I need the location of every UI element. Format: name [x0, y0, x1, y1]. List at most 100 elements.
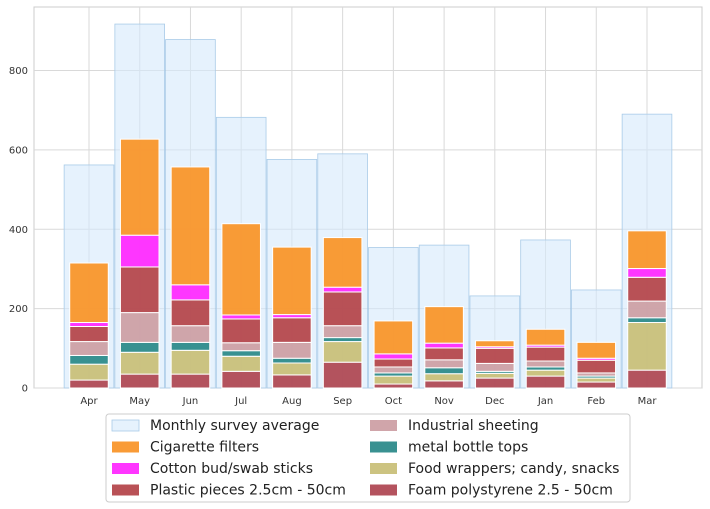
bar-segment-jul-0 — [221, 370, 261, 389]
bar-segment-jan-1 — [525, 369, 566, 377]
bar-segment-nov-3 — [424, 359, 464, 369]
bar-segment-nov-1 — [424, 373, 464, 382]
legend-swatch — [370, 441, 397, 453]
bar-segment-apr-2 — [69, 354, 109, 365]
bar-segment-apr-4 — [69, 325, 109, 343]
bar-segment-apr-5 — [69, 322, 109, 327]
bar-segment-sep-2 — [322, 337, 363, 343]
bar-segment-mar-2 — [627, 317, 667, 324]
legend-swatch — [112, 441, 139, 453]
bar-segment-jan-0 — [525, 375, 566, 389]
y-tick-label: 0 — [22, 384, 28, 395]
legend-swatch — [370, 484, 397, 496]
legend-swatch — [370, 463, 397, 474]
legend-swatch — [370, 420, 397, 431]
bar-segment-oct-1 — [373, 375, 414, 385]
bar-segment-nov-5 — [424, 342, 464, 349]
bar-segment-may-0 — [119, 373, 160, 389]
bar-segment-may-1 — [119, 351, 160, 375]
bar-segment-apr-1 — [69, 363, 109, 381]
bar-segment-sep-5 — [322, 286, 363, 293]
bar-segment-dec-4 — [475, 347, 515, 364]
bar-segment-apr-0 — [69, 379, 109, 389]
bar-segment-nov-6 — [424, 306, 464, 344]
bar-segment-sep-6 — [322, 237, 363, 288]
bar-segment-jan-6 — [525, 328, 566, 346]
x-tick-label: Jul — [234, 396, 247, 407]
bar-segment-mar-4 — [627, 276, 667, 302]
x-axis: Apr May Jun Jul Aug Sep Oct Nov Dec Jan Feb Mar — [80, 396, 657, 407]
stacked-bars — [69, 138, 667, 389]
bar-segment-jul-3 — [221, 342, 261, 352]
bar-segment-jun-1 — [170, 349, 211, 375]
x-tick-label: Jan — [537, 396, 553, 407]
bar-segment-sep-3 — [322, 325, 363, 339]
bar-segment-sep-1 — [322, 341, 363, 363]
legend-label: Food wrappers; candy, snacks — [408, 461, 619, 477]
bar-segment-mar-3 — [627, 300, 667, 319]
bar-segment-mar-1 — [627, 322, 667, 371]
bar-segment-jun-3 — [170, 325, 211, 343]
legend-label: Cotton bud/swab sticks — [150, 461, 313, 477]
legend-swatch — [112, 463, 139, 474]
y-tick-label: 800 — [9, 66, 28, 77]
bar-segment-aug-4 — [272, 317, 312, 343]
legend-swatch — [112, 484, 139, 496]
bar-segment-feb-4 — [576, 359, 617, 374]
bar-segment-dec-0 — [475, 377, 515, 389]
legend: Monthly survey average Cigarette filters C… — [105, 413, 631, 503]
bar-segment-may-2 — [119, 341, 160, 353]
x-tick-label: Apr — [80, 396, 98, 407]
bar-segment-oct-3 — [373, 366, 414, 374]
bar-segment-may-3 — [119, 312, 160, 343]
x-tick-label: May — [129, 396, 150, 407]
legend-label: Foam polystyrene 2.5 - 50cm — [408, 483, 613, 499]
legend-label: metal bottle tops — [408, 440, 528, 456]
bar-segment-may-5 — [119, 234, 160, 268]
bar-segment-jun-2 — [170, 341, 211, 351]
bar-segment-aug-3 — [272, 341, 312, 359]
bar-segment-oct-5 — [373, 353, 414, 360]
bar-segment-jan-3 — [525, 360, 566, 368]
legend-swatch — [111, 419, 140, 432]
bar-segment-oct-4 — [373, 358, 414, 368]
bar-segment-nov-0 — [424, 380, 464, 389]
bar-segment-jun-0 — [170, 373, 211, 389]
y-tick-label: 200 — [9, 304, 28, 315]
bar-segment-dec-6 — [475, 340, 515, 348]
y-tick-label: 400 — [9, 225, 28, 236]
legend-label: Plastic pieces 2.5cm - 50cm — [150, 483, 346, 499]
bar-segment-aug-0 — [272, 374, 312, 389]
bar-segment-jul-4 — [221, 318, 261, 344]
bar-segment-feb-1 — [576, 377, 617, 383]
bar-segment-aug-6 — [272, 246, 312, 316]
bar-segment-jun-4 — [170, 299, 211, 327]
x-tick-label: Aug — [282, 396, 302, 407]
bar-segment-mar-0 — [627, 369, 667, 389]
x-tick-label: Oct — [385, 396, 402, 407]
bar-segment-dec-1 — [475, 372, 515, 379]
legend-label: Monthly survey average — [150, 418, 319, 434]
bar-segment-aug-1 — [272, 362, 312, 376]
bar-segment-sep-4 — [322, 291, 363, 327]
bar-segment-feb-0 — [576, 381, 617, 389]
legend-label: Cigarette filters — [150, 440, 259, 456]
y-axis: 0 200 400 600 800 — [9, 66, 28, 395]
y-tick-label: 600 — [9, 145, 28, 156]
bar-segment-may-4 — [119, 266, 160, 314]
x-tick-label: Dec — [485, 396, 504, 407]
x-tick-label: Feb — [587, 396, 605, 407]
x-tick-label: Nov — [434, 396, 454, 407]
bar-segment-jul-5 — [221, 314, 261, 320]
bar-segment-nov-4 — [424, 347, 464, 361]
bar-segment-dec-3 — [475, 362, 515, 372]
bar-segment-oct-6 — [373, 320, 414, 355]
bar-segment-feb-6 — [576, 341, 617, 359]
bar-segment-mar-6 — [627, 230, 667, 270]
bar-segment-jul-2 — [221, 350, 261, 357]
bar-segment-jan-4 — [525, 346, 566, 362]
x-tick-label: Jun — [182, 396, 199, 407]
x-tick-label: Mar — [638, 396, 658, 407]
bar-segment-oct-0 — [373, 383, 414, 389]
